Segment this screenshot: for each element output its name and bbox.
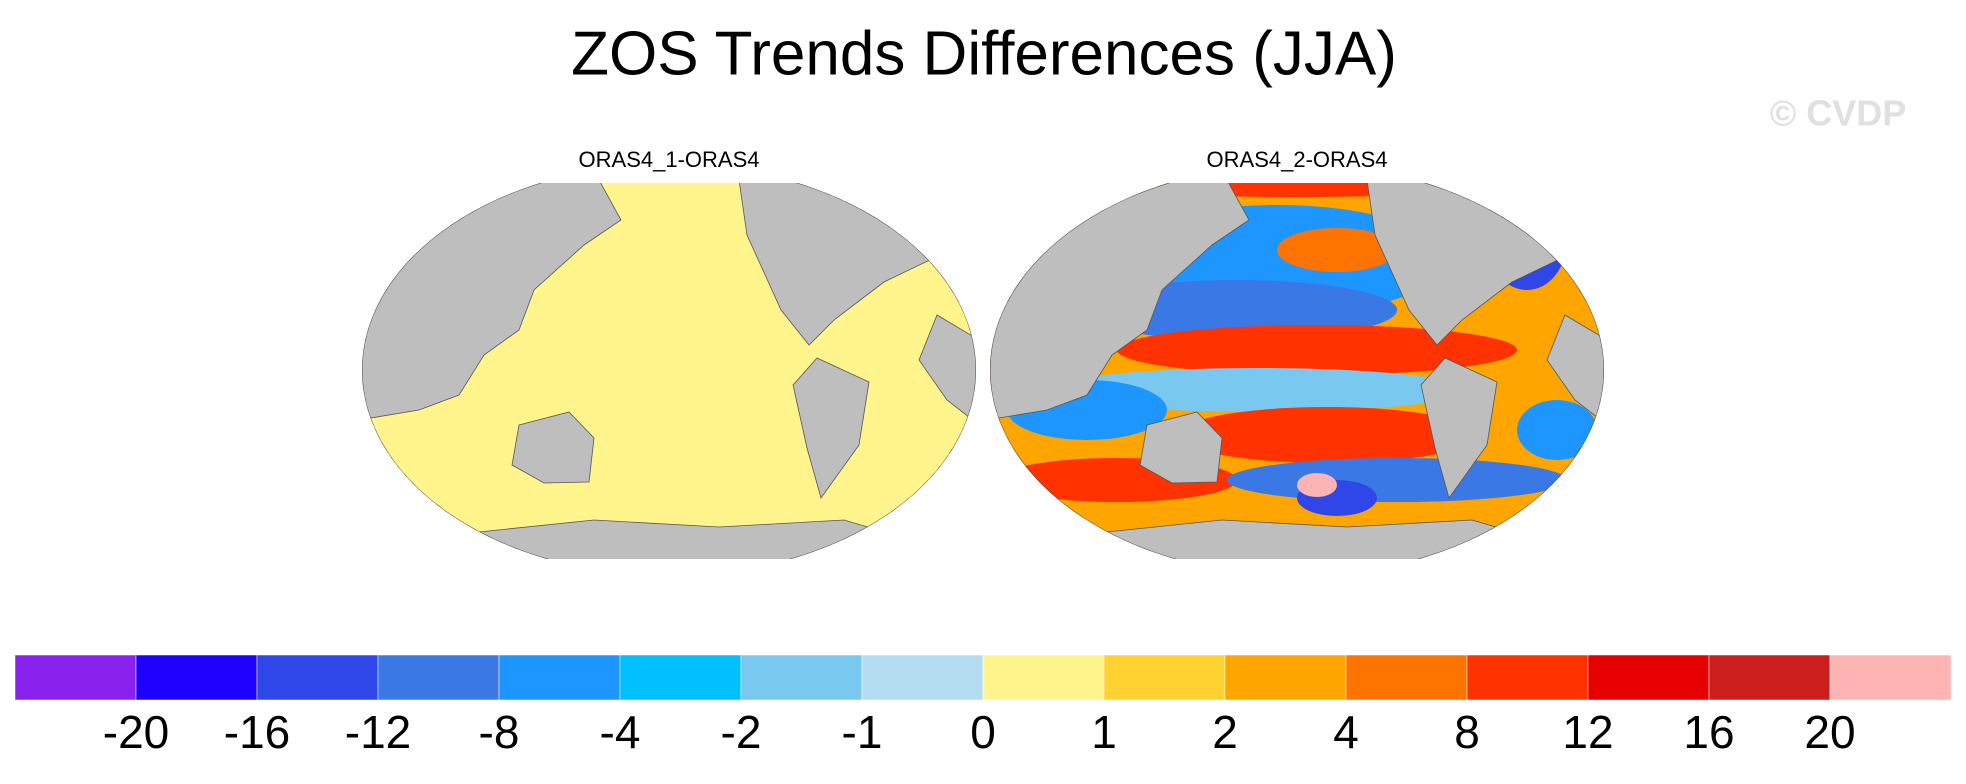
colorbar-label: 1 xyxy=(1091,706,1117,758)
colorbar-box xyxy=(256,654,379,701)
colorbar-label: -1 xyxy=(842,706,883,758)
colorbar-box xyxy=(1708,654,1831,701)
watermark: © CVDP xyxy=(1770,93,1907,134)
colorbar-label: 4 xyxy=(1333,706,1359,758)
colorbar-label: 8 xyxy=(1454,706,1480,758)
colorbar-label: -2 xyxy=(721,706,762,758)
colorbar-box xyxy=(377,654,500,701)
colorbar-box xyxy=(498,654,621,701)
colorbar-box xyxy=(861,654,984,701)
colorbar-box xyxy=(1345,654,1468,701)
colorbar-label: -4 xyxy=(600,706,641,758)
colorbar-label: 20 xyxy=(1804,706,1855,758)
panel-title: ORAS4_2-ORAS4 xyxy=(1207,147,1388,172)
map-panel xyxy=(362,183,976,559)
colorbar-box xyxy=(1587,654,1710,701)
colorbar-label: 0 xyxy=(970,706,996,758)
colorbar-label: 12 xyxy=(1562,706,1613,758)
colorbar-box xyxy=(1829,654,1952,701)
colorbar-label: -16 xyxy=(224,706,290,758)
colorbar-box xyxy=(740,654,863,701)
colorbar-box xyxy=(1466,654,1589,701)
panel-title: ORAS4_1-ORAS4 xyxy=(579,147,760,172)
map-panel xyxy=(990,183,1604,559)
colorbar-box xyxy=(1224,654,1347,701)
colorbar: -20 -16 -12 -8 -4 -2 -1 0 1 2 4 8 12 16 20 xyxy=(14,654,1952,758)
colorbar-box xyxy=(1103,654,1226,701)
colorbar-box xyxy=(14,654,137,701)
colorbar-box xyxy=(982,654,1105,701)
colorbar-label: -8 xyxy=(479,706,520,758)
colorbar-label: 2 xyxy=(1212,706,1238,758)
colorbar-label: -12 xyxy=(345,706,411,758)
colorbar-box xyxy=(619,654,742,701)
colorbar-label: 16 xyxy=(1683,706,1734,758)
figure-title: ZOS Trends Differences (JJA) xyxy=(571,19,1397,88)
colorbar-box xyxy=(135,654,258,701)
colorbar-label: -20 xyxy=(103,706,169,758)
